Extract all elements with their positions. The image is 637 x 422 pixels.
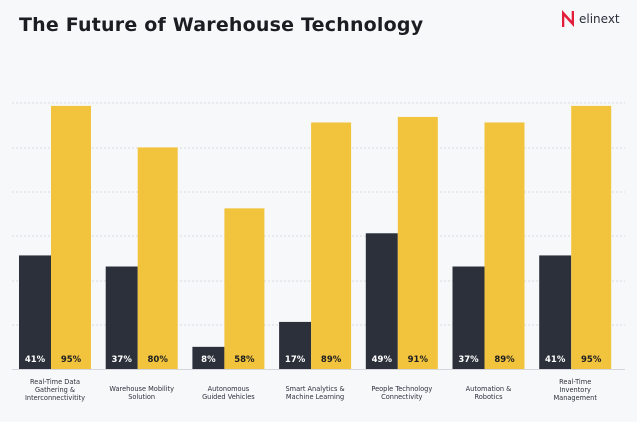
category-label: Guided Vehicles: [202, 393, 255, 401]
category-label: Automation &: [466, 385, 512, 393]
category-label: People Technology: [371, 385, 432, 393]
category-label: Smart Analytics &: [285, 385, 344, 393]
data-label: 37%: [458, 355, 479, 365]
bar: [192, 346, 225, 369]
logo-wordmark: elinext: [579, 12, 620, 26]
category-label: Management: [553, 394, 597, 402]
data-label: 49%: [372, 355, 393, 365]
chart-title: The Future of Warehouse Technology: [19, 14, 424, 36]
data-label: 91%: [408, 355, 429, 365]
category-label: Inventory: [559, 386, 591, 394]
bar: [365, 233, 398, 369]
data-label: 95%: [61, 355, 82, 365]
data-label: 95%: [581, 355, 602, 365]
category-label: Gathering &: [35, 386, 75, 394]
data-label: 17%: [285, 355, 306, 365]
category-label: Connectivity: [381, 393, 422, 401]
bar: [397, 116, 438, 370]
bar: [279, 321, 312, 369]
bar: [311, 122, 352, 369]
category-label: Warehouse Mobility: [109, 385, 174, 393]
data-label: 58%: [234, 355, 255, 365]
elinext-logo: elinext: [562, 10, 620, 28]
category-label: Real-Time: [559, 378, 591, 386]
data-label: 41%: [545, 355, 566, 365]
bar: [51, 105, 91, 369]
logo-mark-icon: [562, 10, 574, 28]
data-label: 37%: [112, 355, 133, 365]
category-label: Interconnectivitity: [25, 394, 85, 402]
category-label: Real-Time Data: [30, 378, 80, 386]
category-label: Solution: [128, 393, 155, 401]
category-label: Machine Learning: [286, 393, 344, 401]
bar: [484, 122, 525, 369]
category-label: Robotics: [474, 393, 503, 401]
bar: [105, 266, 138, 369]
data-label: 89%: [321, 355, 342, 365]
bar: [539, 255, 572, 369]
bar: [137, 147, 178, 369]
bar: [452, 266, 485, 369]
bar: [571, 105, 612, 369]
data-label: 41%: [25, 355, 46, 365]
bar: [224, 208, 265, 369]
data-label: 80%: [148, 355, 169, 365]
bar: [19, 255, 51, 369]
data-label: 89%: [494, 355, 515, 365]
category-label: Autonomous: [208, 385, 250, 393]
data-label: 8%: [201, 355, 216, 365]
